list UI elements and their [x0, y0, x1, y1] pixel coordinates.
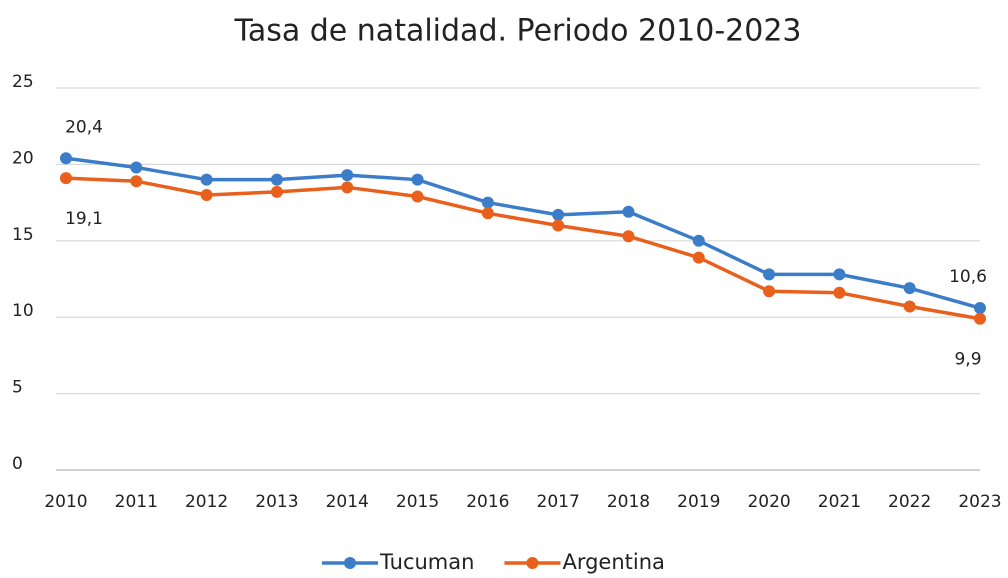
- data-point: [481, 207, 494, 220]
- data-point: [60, 152, 72, 165]
- data-point: [692, 234, 705, 247]
- data-point: [622, 205, 635, 218]
- data-point: [60, 172, 72, 185]
- data-point: [552, 208, 565, 221]
- y-tick-label: 10: [12, 301, 34, 321]
- x-tick-label: 2016: [466, 492, 509, 512]
- data-point: [481, 196, 494, 209]
- data-point: [763, 268, 776, 281]
- data-label: 19,1: [65, 209, 103, 229]
- x-tick-label: 2015: [396, 492, 439, 512]
- data-point: [903, 282, 916, 295]
- x-tick-label: 2012: [185, 492, 228, 512]
- data-point: [270, 173, 283, 186]
- data-point: [833, 286, 846, 299]
- x-tick-label: 2018: [607, 492, 650, 512]
- legend-marker: [526, 557, 539, 569]
- x-tick-label: 2011: [115, 492, 158, 512]
- data-point: [763, 285, 776, 298]
- x-tick-label: 2021: [818, 492, 861, 512]
- chart-title: Tasa de natalidad. Periodo 2010-2023: [233, 14, 801, 49]
- data-point: [622, 230, 635, 243]
- y-tick-label: 20: [12, 148, 34, 168]
- y-tick-label: 25: [12, 72, 34, 92]
- data-label: 9,9: [954, 350, 981, 370]
- x-tick-label: 2023: [958, 492, 1001, 512]
- data-point: [411, 173, 424, 186]
- x-tick-label: 2010: [44, 492, 87, 512]
- x-tick-label: 2019: [677, 492, 720, 512]
- x-tick-label: 2017: [537, 492, 580, 512]
- data-point: [411, 190, 424, 203]
- legend-label: Tucuman: [379, 550, 474, 574]
- data-point: [270, 185, 283, 198]
- y-tick-label: 15: [12, 225, 34, 245]
- y-tick-label: 5: [12, 378, 23, 398]
- legend-label: Argentina: [562, 550, 664, 574]
- x-tick-label: 2014: [326, 492, 369, 512]
- series-line: [65, 176, 981, 321]
- y-tick-label: 0: [12, 454, 23, 474]
- data-point: [833, 268, 846, 281]
- data-point: [341, 181, 354, 194]
- data-point: [200, 188, 213, 201]
- data-point: [552, 219, 565, 232]
- data-point: [974, 302, 986, 315]
- data-point: [200, 173, 213, 186]
- legend-marker: [344, 557, 356, 569]
- data-point: [974, 312, 986, 325]
- data-point: [903, 300, 916, 313]
- x-tick-label: 2022: [888, 492, 931, 512]
- data-point: [692, 251, 705, 264]
- data-label: 20,4: [65, 117, 103, 137]
- data-label: 10,6: [949, 267, 987, 287]
- x-tick-label: 2013: [255, 492, 298, 512]
- data-point: [130, 161, 143, 174]
- data-point: [130, 175, 143, 188]
- series-line: [65, 156, 981, 310]
- data-point: [341, 169, 354, 182]
- x-tick-label: 2020: [747, 492, 790, 512]
